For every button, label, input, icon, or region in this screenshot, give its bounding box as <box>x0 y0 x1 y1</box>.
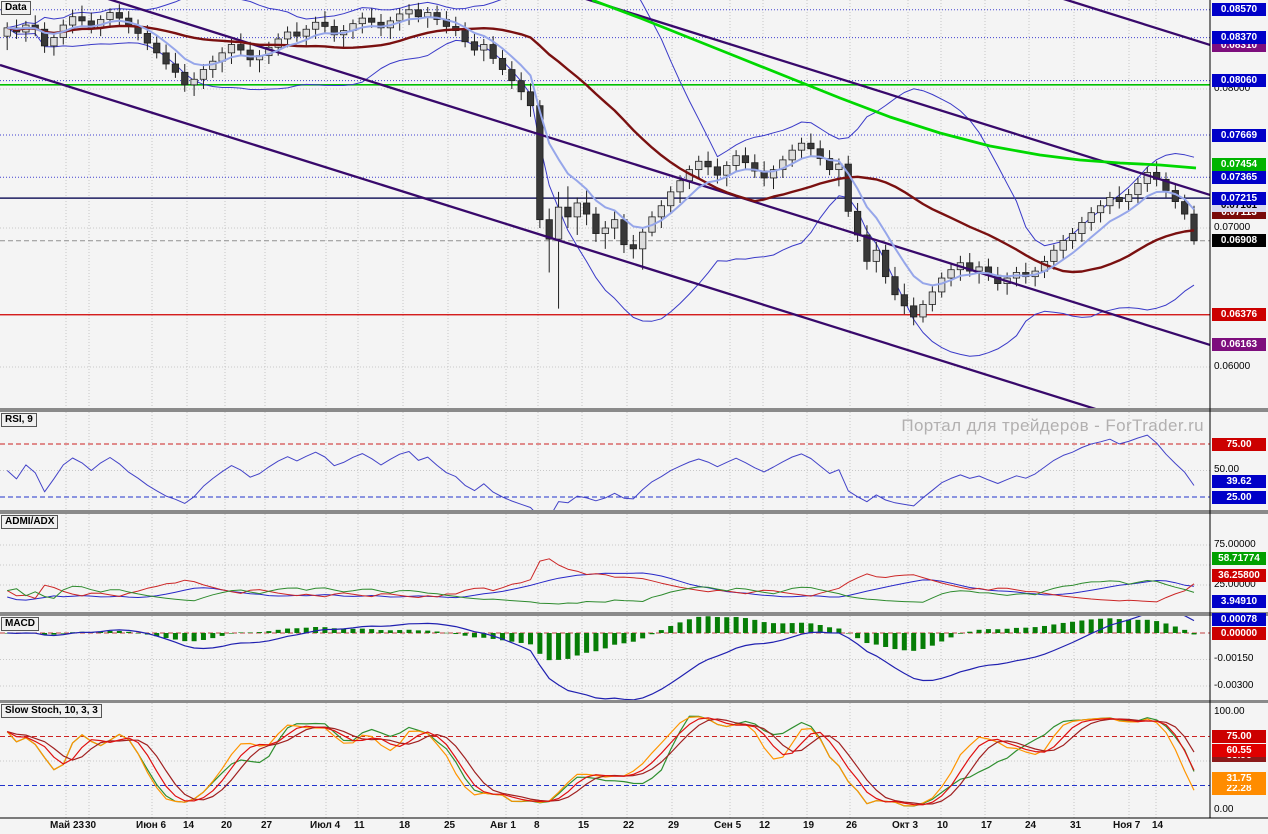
rsi-axis-value-label: 50.00 <box>1214 464 1240 475</box>
panel-separator[interactable] <box>0 612 1268 616</box>
stoch-axis-value-label: 100.00 <box>1214 705 1245 717</box>
time-axis-label: 14 <box>183 820 195 831</box>
time-axis-label: 20 <box>221 820 233 831</box>
macd-axis-value-label: -0.00150 <box>1214 653 1254 664</box>
time-axis-label: 12 <box>759 820 771 831</box>
stoch-panel <box>0 703 1210 818</box>
main-axis-value-label: 0.06376 <box>1212 308 1266 322</box>
main-axis-value-label: 0.07669 <box>1212 128 1266 142</box>
time-axis-label: 19 <box>803 820 815 831</box>
panel-label-stoch: Slow Stoch, 10, 3, 3 <box>1 704 102 718</box>
rsi-axis-value-label: 39.62 <box>1212 475 1266 488</box>
time-axis-label: Июн 6 <box>136 820 167 831</box>
panel-label-macd: MACD <box>1 617 39 631</box>
stoch-axis-value-label: 60.55 <box>1212 744 1266 758</box>
rsi-axis-value-label: 25.00 <box>1212 490 1266 504</box>
panel-label-rsi: RSI, 9 <box>1 413 37 427</box>
macd-axis-value-label: 0.00000 <box>1212 626 1266 640</box>
adx-axis-value-label: 25.00000 <box>1214 578 1256 590</box>
main-axis-value-label: 0.08570 <box>1212 3 1266 17</box>
main-axis-value-label: 0.06000 <box>1214 360 1251 372</box>
time-axis-label: Ноя 7 <box>1113 820 1141 831</box>
time-axis-label: 31 <box>1070 820 1082 831</box>
time-axis-label: 17 <box>981 820 993 831</box>
main-panel <box>0 0 1210 408</box>
time-axis-label: 18 <box>399 820 411 831</box>
time-axis[interactable]: Май 23 30 Июн 6 14 20 27 Июл 4 11 18 25 Авг 1 8 15 22… <box>0 819 1268 834</box>
adx-axis-value-label: 3.94910 <box>1212 595 1266 609</box>
time-axis-label: 15 <box>578 820 590 831</box>
macd-panel <box>0 616 1210 700</box>
panel-label-data: Data <box>1 1 31 15</box>
time-axis-label: 11 <box>354 820 365 831</box>
adx-axis-value-label: 58.71774 <box>1212 551 1266 565</box>
main-axis-value-label: 0.07454 <box>1212 158 1266 172</box>
adx-panel <box>0 514 1210 612</box>
time-axis-label: 30 <box>85 820 97 831</box>
rsi-axis-value-label: 75.00 <box>1212 437 1266 451</box>
time-axis-label: Окт 3 <box>892 820 919 831</box>
stoch-axis-value-label: 31.75 <box>1212 772 1266 786</box>
panel-label-adx: ADMI/ADX <box>1 515 59 529</box>
time-axis-label: 24 <box>1025 820 1037 831</box>
main-axis-value-label: 0.07365 <box>1212 170 1266 184</box>
time-axis-label: Сен 5 <box>714 820 742 831</box>
main-axis-value-label: 0.08000 <box>1214 82 1251 94</box>
main-axis-value-label: 0.08370 <box>1212 31 1266 45</box>
time-axis-label: 25 <box>444 820 456 831</box>
rsi-panel <box>0 412 1210 510</box>
main-axis-value-label: 0.07215 <box>1212 191 1266 205</box>
price-axis[interactable]: 0.06000 0.06163 0.06376 0.06908 0.07000 0.071… <box>1210 0 1268 818</box>
time-axis-label: Авг 1 <box>490 820 516 831</box>
adx-axis-value-label: 36.25800 <box>1212 569 1266 583</box>
time-axis-label: 27 <box>261 820 273 831</box>
watermark-fortrader: Портал для трейдеров - ForTrader.ru <box>901 416 1204 435</box>
adx-axis-value-label: 75.00000 <box>1214 538 1256 550</box>
stoch-axis-value-label: 0.00 <box>1214 803 1234 815</box>
main-axis-value-label: 0.06908 <box>1212 234 1266 248</box>
time-axis-label: Июл 4 <box>310 820 341 831</box>
time-axis-label: Май 23 <box>50 820 85 831</box>
time-axis-label: 10 <box>937 820 949 831</box>
panel-separator[interactable] <box>0 408 1268 412</box>
macd-axis-value-label: 0.00078 <box>1212 612 1266 626</box>
time-axis-label: 22 <box>623 820 635 831</box>
time-axis-label: 8 <box>534 820 540 831</box>
time-axis-label: 14 <box>1152 820 1164 831</box>
panel-separator[interactable] <box>0 700 1268 703</box>
stoch-axis-value-label: 75.00 <box>1212 730 1266 743</box>
macd-axis-value-label: -0.00300 <box>1214 679 1254 691</box>
main-axis-value-label: 0.06163 <box>1212 337 1266 351</box>
time-axis-label: 29 <box>668 820 680 831</box>
time-axis-label: 26 <box>846 820 858 831</box>
main-axis-value-label: 0.08060 <box>1212 74 1266 88</box>
main-axis-value-label: 0.07000 <box>1214 221 1251 233</box>
panel-separator[interactable] <box>0 510 1268 514</box>
